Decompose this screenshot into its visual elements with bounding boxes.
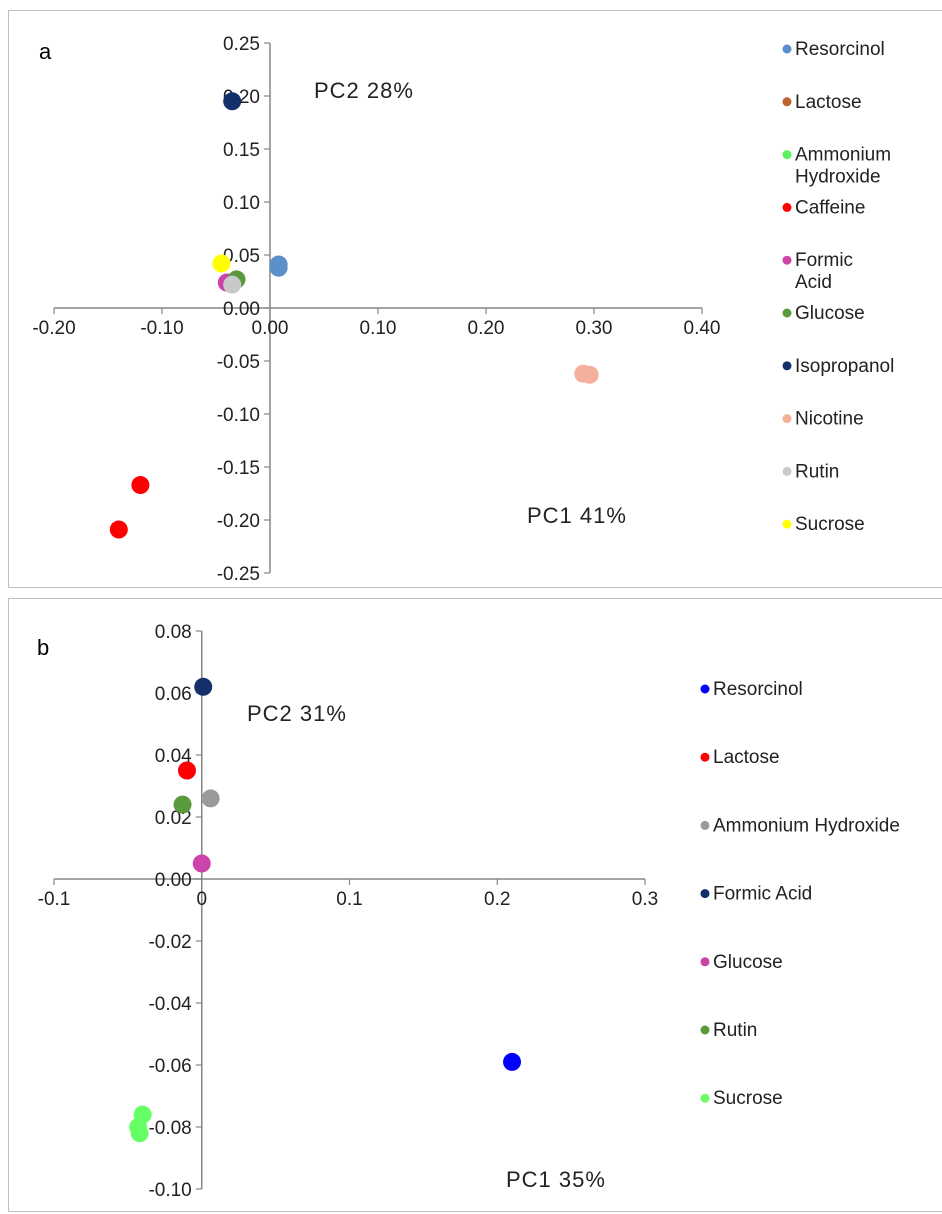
data-point-caffeine bbox=[109, 520, 128, 539]
y-tick-label: 0.06 bbox=[155, 684, 192, 705]
legend-marker bbox=[782, 150, 792, 160]
data-point-sucrose bbox=[130, 1124, 149, 1143]
x-tick-label: 0.00 bbox=[252, 318, 289, 339]
data-point-formic-acid bbox=[194, 677, 213, 696]
legend-marker bbox=[700, 1093, 710, 1103]
legend-entry: Sucrose bbox=[795, 514, 865, 535]
legend-marker bbox=[782, 466, 792, 476]
x-tick-label: 0 bbox=[196, 889, 207, 910]
legend-marker bbox=[782, 97, 792, 107]
legend-entry: Glucose bbox=[795, 303, 865, 324]
legend-entry: Nicotine bbox=[795, 409, 864, 430]
y-tick-label: 0.08 bbox=[155, 622, 192, 643]
panel-b: -0.1 0 0.1 0.2 0.3 0.08 0.06 0.04 0.02 0.00 -0.02-… bbox=[8, 598, 942, 1212]
y-tick-label: -0.10 bbox=[148, 1180, 191, 1201]
x-tick-label: 0.40 bbox=[684, 318, 721, 339]
pc1-label: PC1 41% bbox=[527, 503, 627, 528]
x-tick-label: -0.1 bbox=[38, 889, 71, 910]
y-tick-label: 0.25 bbox=[223, 34, 260, 55]
legend-marker bbox=[700, 1025, 710, 1035]
data-point-resorcinol bbox=[269, 258, 288, 277]
data-point-rutin bbox=[173, 795, 192, 814]
data-point-sucrose bbox=[212, 254, 231, 273]
data-point-isopropanol bbox=[223, 92, 242, 111]
data-point-glucose bbox=[192, 854, 211, 873]
panel-letter: b bbox=[37, 635, 49, 660]
y-tick-label: -0.05 bbox=[217, 352, 260, 373]
legend-entry: Ammonium Hydroxide bbox=[795, 145, 891, 188]
legend-marker bbox=[782, 202, 792, 212]
legend-marker bbox=[782, 255, 792, 265]
legend-marker bbox=[782, 361, 792, 371]
legend-marker bbox=[700, 752, 710, 762]
panel-letter: a bbox=[39, 39, 52, 64]
legend-entry: Isopropanol bbox=[795, 356, 894, 377]
x-tick-label: -0.10 bbox=[140, 318, 183, 339]
y-tick-label: 0.15 bbox=[223, 140, 260, 161]
legend-entry: Formic Acid bbox=[713, 884, 812, 905]
pc2-label: PC2 31% bbox=[247, 701, 347, 726]
legend-entry: Ammonium Hydroxide bbox=[713, 815, 900, 836]
y-tick-label: -0.04 bbox=[148, 994, 192, 1015]
legend-marker bbox=[782, 44, 792, 54]
data-point-nicotine bbox=[580, 365, 599, 384]
y-tick-label: 0.00 bbox=[155, 870, 192, 891]
y-tick-label: 0.00 bbox=[223, 299, 260, 320]
legend-entry: Formic Acid bbox=[795, 250, 853, 293]
legend-marker bbox=[700, 684, 710, 694]
x-tick-label: 0.3 bbox=[632, 889, 658, 910]
data-point-rutin bbox=[223, 275, 242, 294]
pc2-label: PC2 28% bbox=[314, 78, 414, 103]
data-point-caffeine bbox=[131, 476, 150, 495]
y-tick-label: -0.08 bbox=[148, 1118, 191, 1139]
y-tick-label: -0.15 bbox=[217, 458, 260, 479]
scatter-chart-a: -0.20 -0.10 0.00 0.10 0.20 0.30 0.400.250.200.… bbox=[32, 34, 894, 585]
x-tick-label: 0.1 bbox=[336, 889, 362, 910]
legend-entry: Lactose bbox=[713, 747, 780, 768]
data-point-resorcinol bbox=[503, 1052, 522, 1071]
x-tick-label: 0.2 bbox=[484, 889, 510, 910]
panel-a: -0.20 -0.10 0.00 0.10 0.20 0.30 0.40 0.25 0.20 0.… bbox=[8, 10, 942, 588]
y-tick-label: -0.06 bbox=[148, 1056, 191, 1077]
y-tick-label: -0.25 bbox=[217, 564, 260, 585]
x-tick-label: 0.10 bbox=[360, 318, 397, 339]
y-tick-label: -0.02 bbox=[148, 932, 191, 953]
legend-entry: Sucrose bbox=[713, 1088, 783, 1109]
legend-entry: Glucose bbox=[713, 952, 783, 973]
legend-marker bbox=[782, 519, 792, 529]
y-tick-label: -0.10 bbox=[217, 405, 260, 426]
data-point-lactose bbox=[177, 761, 196, 780]
legend-marker bbox=[700, 889, 710, 899]
y-tick-label: 0.04 bbox=[155, 746, 192, 767]
legend-entry: Resorcinol bbox=[713, 679, 803, 700]
legend-entry: Rutin bbox=[713, 1020, 757, 1041]
y-tick-label: -0.20 bbox=[217, 511, 260, 532]
x-tick-label: 0.20 bbox=[468, 318, 505, 339]
y-tick-label: 0.10 bbox=[223, 193, 260, 214]
legend-entry: Resorcinol bbox=[795, 39, 885, 60]
legend-marker bbox=[700, 820, 710, 830]
legend-marker bbox=[700, 957, 710, 967]
legend-entry: Rutin bbox=[795, 461, 839, 482]
legend-entry: Lactose bbox=[795, 92, 862, 113]
scatter-chart-b: -0.1 0 0.1 0.2 0.30.080.060.040.020.00-0.02-… bbox=[37, 622, 900, 1201]
y-tick-label: 0.05 bbox=[223, 246, 260, 267]
data-point-ammonium-hydroxide bbox=[201, 789, 220, 808]
x-tick-label: 0.30 bbox=[576, 318, 613, 339]
pc1-label: PC1 35% bbox=[506, 1167, 606, 1192]
x-tick-label: -0.20 bbox=[32, 318, 75, 339]
legend-entry: Caffeine bbox=[795, 197, 865, 218]
legend-marker bbox=[782, 308, 792, 318]
legend-marker bbox=[782, 414, 792, 424]
